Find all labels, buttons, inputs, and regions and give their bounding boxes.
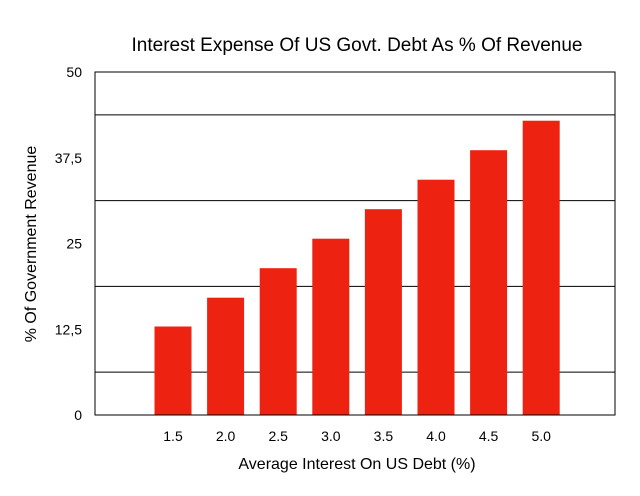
y-axis-label: % Of Government Revenue <box>23 146 40 343</box>
bar-2.5 <box>259 268 297 415</box>
bar-5.0 <box>522 120 560 416</box>
bar-3.0 <box>312 238 350 415</box>
x-tick-label: 2.0 <box>216 428 236 444</box>
plot-area <box>94 71 616 416</box>
x-tick-label: 1.5 <box>163 428 183 444</box>
bar-4.0 <box>417 179 455 415</box>
x-tick-label: 4.5 <box>479 428 499 444</box>
bar-4.5 <box>470 150 508 416</box>
x-tick-label: 3.5 <box>374 428 394 444</box>
y-tick-label: 37,5 <box>55 150 82 166</box>
x-axis-label: Average Interest On US Debt (%) <box>238 456 475 473</box>
x-tick-label: 5.0 <box>531 428 551 444</box>
bar-1.5 <box>154 326 192 415</box>
y-axis-ticks: 0 12,5 25 37,5 50 <box>55 64 82 423</box>
y-tick-label: 0 <box>74 407 82 423</box>
y-tick-label: 50 <box>66 64 82 80</box>
bars <box>154 120 560 416</box>
chart-title: Interest Expense Of US Govt. Debt As % O… <box>132 35 583 56</box>
x-tick-label: 3.0 <box>321 428 341 444</box>
x-tick-label: 2.5 <box>268 428 288 444</box>
bar-2.0 <box>207 297 245 415</box>
bar-3.5 <box>364 209 402 415</box>
x-axis-ticks: 1.5 2.0 2.5 3.0 3.5 4.0 4.5 5.0 <box>163 428 551 444</box>
x-tick-label: 4.0 <box>426 428 446 444</box>
y-tick-label: 12,5 <box>55 321 82 337</box>
y-tick-label: 25 <box>66 236 82 252</box>
